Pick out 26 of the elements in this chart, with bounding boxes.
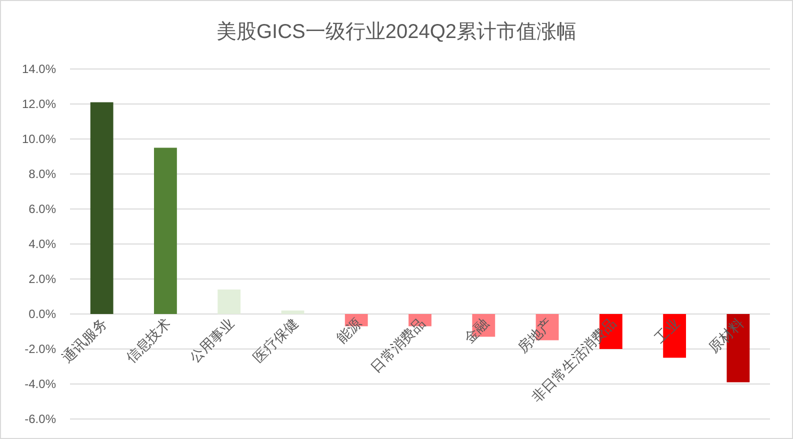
x-tick-label: 能源 [333, 314, 364, 346]
y-tick-label: 10.0% [22, 132, 56, 146]
bar [154, 148, 177, 314]
x-tick-label: 原材料 [705, 314, 746, 356]
x-tick-label: 日常消费品 [367, 314, 428, 376]
y-tick-label: 4.0% [28, 237, 56, 251]
y-tick-label: 12.0% [22, 97, 56, 111]
y-tick-label: 2.0% [28, 272, 56, 286]
y-tick-label: 14.0% [22, 62, 56, 76]
x-tick-label: 医疗保健 [250, 314, 301, 366]
x-tick-label: 房地产 [514, 314, 556, 356]
bar [90, 102, 114, 314]
chart-title: 美股GICS一级行业2024Q2累计市值涨幅 [216, 20, 577, 43]
y-tick-label: 8.0% [28, 167, 56, 181]
x-tick-label: 工业 [652, 314, 683, 346]
y-tick-label: 0.0% [28, 307, 56, 321]
bar [281, 310, 304, 314]
y-tick-label: -4.0% [24, 377, 56, 391]
x-tick-label: 公用事业 [186, 314, 238, 366]
y-tick-label: -2.0% [24, 342, 56, 356]
y-tick-label: -6.0% [24, 412, 56, 426]
x-tick-label: 信息技术 [122, 314, 174, 366]
y-tick-label: 6.0% [28, 202, 56, 216]
x-tick-label: 金融 [460, 314, 492, 346]
bar [218, 290, 241, 314]
x-tick-label: 通讯服务 [59, 314, 110, 366]
